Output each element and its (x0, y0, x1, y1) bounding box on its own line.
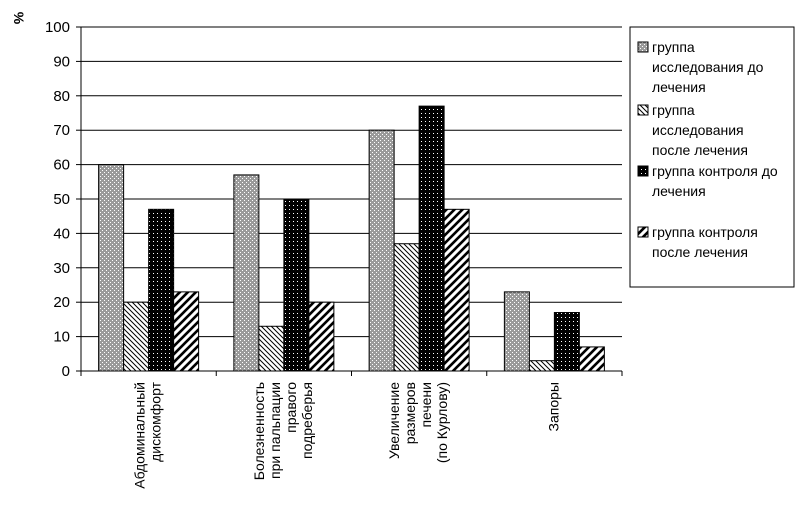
bar-series-3-category-2 (283, 198, 310, 372)
legend-label-line: исследования (652, 122, 744, 138)
category-label-line: Абдоминальный (132, 382, 148, 489)
y-tick-label: 0 (62, 363, 70, 380)
y-tick-label: 60 (53, 157, 70, 174)
category-label-2: Болезненность при пальпации правого подребе… (251, 382, 315, 480)
legend-item-2: группа исследования после лечения (637, 102, 748, 158)
bar-series-4-category-1 (173, 291, 200, 372)
bar-series-2-category-1 (123, 301, 150, 372)
x-category-labels: Абдоминальный дискомфорт Болезненность при … (132, 381, 562, 488)
bar-series-2-category-4 (528, 360, 555, 372)
y-tick-label: 20 (53, 294, 70, 311)
category-label-line: Запоры (545, 382, 561, 431)
legend-label-line: исследования до (652, 59, 764, 75)
legend-label-line: после лечения (652, 244, 748, 260)
bars (98, 105, 605, 372)
category-label-line: Болезненность (251, 382, 267, 480)
category-label-line: подреберья (299, 382, 315, 459)
bar-series-4-category-3 (443, 208, 470, 372)
y-tick-label: 100 (45, 19, 70, 36)
category-label-line: правого (283, 382, 299, 433)
bar-series-3-category-3 (418, 105, 445, 372)
bar-series-3-category-1 (148, 208, 175, 372)
bar-series-1-category-3 (368, 129, 395, 372)
legend-label-line: группа контроля (652, 224, 758, 240)
y-axis-label: % (11, 12, 27, 25)
legend-label-line: лечения (652, 79, 706, 95)
category-label-1: Абдоминальный дискомфорт (132, 381, 164, 488)
bar-series-1-category-2 (233, 174, 260, 372)
y-tick-label: 70 (53, 122, 70, 139)
bar-series-4-category-2 (308, 301, 335, 372)
legend-label-line: группа (652, 39, 695, 55)
bar-series-2-category-2 (258, 325, 285, 372)
y-tick-label: 10 (53, 329, 70, 346)
category-label-line: при пальпации (267, 382, 283, 479)
bar-series-4-category-4 (578, 346, 605, 372)
legend-label-line: лечения (652, 183, 706, 199)
legend-label-line: после лечения (652, 142, 748, 158)
y-tick-label: 30 (53, 260, 70, 277)
legend-item-4: группа контроля после лечения (637, 224, 758, 260)
legend-swatch (637, 226, 649, 238)
category-label-line: (по Курлову) (434, 382, 450, 463)
category-label-4: Запоры (545, 382, 561, 431)
y-tick-label: 50 (53, 191, 70, 208)
legend-swatch (637, 41, 649, 53)
category-label-line: Увеличение (386, 382, 402, 459)
legend-label-line: группа (652, 102, 695, 118)
category-label-3: Увеличение размеров печени (по Курлову) (386, 382, 450, 463)
legend-label-line: группа контроля до (652, 163, 778, 179)
y-tick-label: 40 (53, 225, 70, 242)
y-tick-labels: 0 10 20 30 40 50 60 70 80 90 100 (45, 19, 70, 380)
legend-item-3: группа контроля до лечения (637, 163, 778, 199)
category-label-line: размеров (402, 382, 418, 444)
legend-swatch (637, 165, 649, 177)
bar-series-2-category-3 (393, 243, 420, 372)
category-label-line: дискомфорт (148, 381, 164, 461)
bar-series-1-category-1 (98, 164, 125, 372)
category-label-line: печени (418, 382, 434, 428)
axes (80, 27, 623, 376)
y-tick-label: 80 (53, 88, 70, 105)
legend-item-1: группа исследования до лечения (637, 39, 764, 95)
bar-series-1-category-4 (503, 291, 530, 372)
legend: группа исследования до лечения группа исслед… (629, 26, 795, 288)
legend-swatch (637, 104, 649, 116)
legend-frame (629, 26, 795, 288)
bar-series-3-category-4 (553, 312, 580, 372)
y-tick-label: 90 (53, 53, 70, 70)
